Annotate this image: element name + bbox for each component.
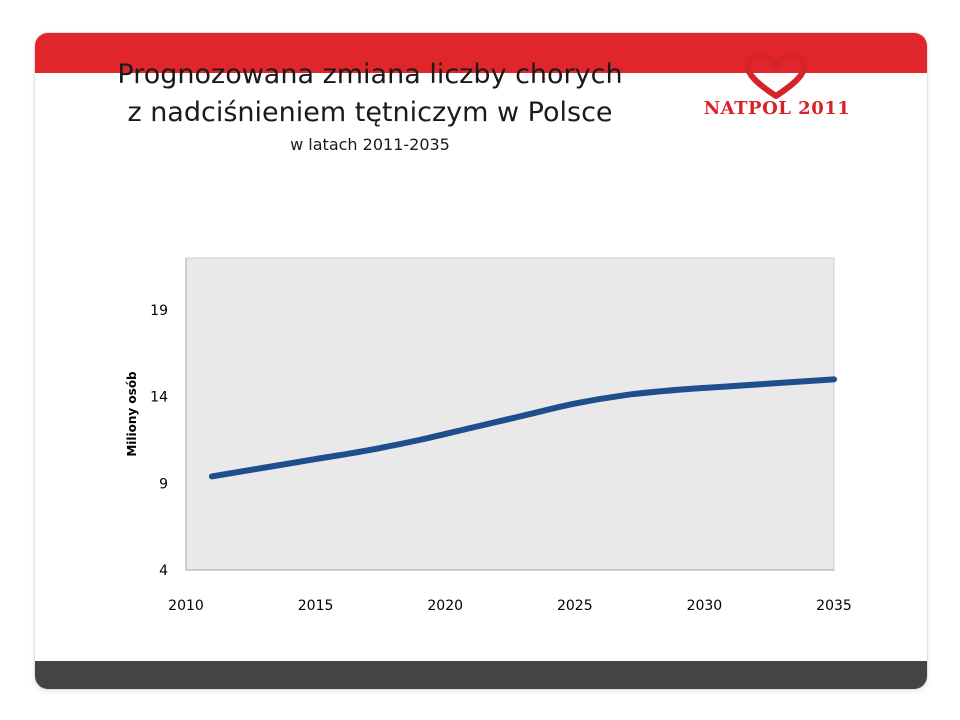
logo-text: NATPOL 2011 (703, 98, 851, 119)
series-line (208, 376, 837, 480)
tick-labels: 2010 2015 2020 2025 2030 2035 4 9 14 19 (150, 303, 852, 614)
title-block: Prognozowana zmiana liczby chorych z nad… (60, 56, 680, 156)
plot-area (185, 257, 835, 571)
x-tick-label: 2025 (557, 598, 593, 614)
page-subtitle: w latach 2011-2035 (290, 135, 450, 154)
bottom-dark-bar (35, 661, 927, 689)
x-tick-label: 2035 (816, 598, 852, 614)
x-tick-label: 2030 (687, 598, 723, 614)
heart-icon (744, 52, 808, 99)
y-tick-label: 19 (150, 303, 168, 319)
x-tick-label: 2020 (427, 598, 463, 614)
y-tick-label: 9 (159, 476, 168, 492)
y-tick-label: 14 (150, 390, 168, 406)
page-title-line-1: Prognozowana zmiana liczby chorych (117, 59, 623, 90)
x-tick-label: 2015 (298, 598, 334, 614)
page-title-line-2: z nadciśnieniem tętniczym w Polsce (127, 97, 613, 128)
y-tick-label: 4 (159, 563, 168, 579)
natpol-logo: NATPOL 2011 (688, 50, 868, 130)
y-axis-label: Miliony osób (125, 371, 139, 457)
x-tick-label: 2010 (168, 598, 204, 614)
